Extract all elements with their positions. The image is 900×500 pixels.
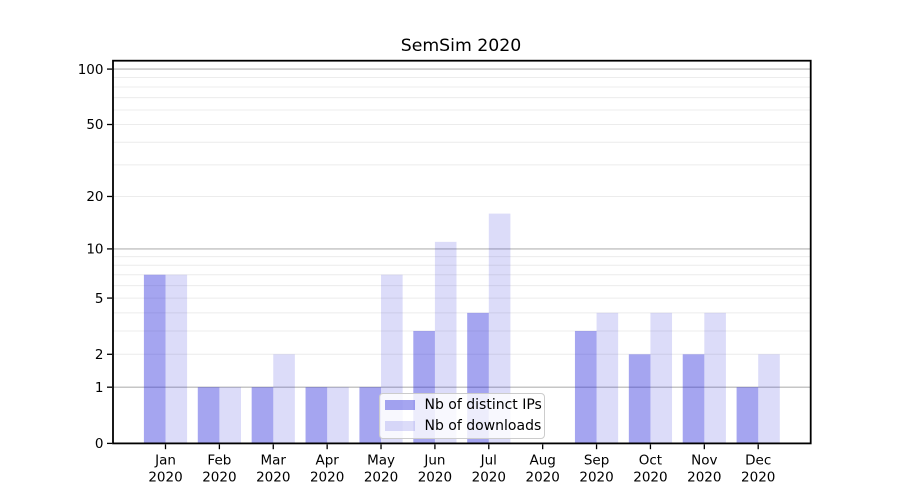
- bar-downloads-3: [327, 387, 349, 444]
- bar-downloads-8: [596, 312, 619, 444]
- bar-ips-2: [251, 387, 274, 444]
- x-tick-label: May 2020: [364, 452, 398, 485]
- x-tick-label: Sep 2020: [579, 452, 613, 485]
- x-tick-label: Apr 2020: [310, 452, 344, 485]
- bar-downloads-0: [165, 274, 188, 444]
- x-tick-label: Jul 2020: [472, 452, 506, 485]
- x-tick-label: Jan 2020: [148, 452, 182, 485]
- y-tick-label: 10: [86, 242, 103, 258]
- bar-ips-11: [736, 387, 759, 444]
- y-tick-label: 100: [78, 62, 104, 78]
- bar-ips-3: [305, 387, 328, 444]
- bar-downloads-1: [219, 387, 241, 444]
- plot-border: [112, 59, 812, 445]
- x-tick-label: Aug 2020: [525, 452, 559, 485]
- bar-ips-4: [359, 387, 382, 444]
- x-tick-label: Mar 2020: [256, 452, 290, 485]
- legend-label-distinct-ips: Nb of distinct IPs: [424, 397, 542, 413]
- x-tick-label: Feb 2020: [202, 452, 236, 485]
- y-tick-label: 20: [86, 189, 103, 205]
- bar-ips-10: [682, 354, 705, 444]
- y-tick-label: 2: [95, 347, 104, 363]
- legend-row: Nb of distinct IPs: [384, 397, 544, 413]
- bar-downloads-6: [488, 213, 511, 444]
- legend-row: Nb of downloads: [384, 418, 544, 434]
- bar-ips-8: [574, 330, 597, 444]
- y-tick-label: 1: [95, 380, 104, 396]
- y-tick-label: 5: [95, 291, 104, 307]
- y-tick-label: 50: [86, 117, 103, 133]
- legend: Nb of distinct IPs Nb of downloads: [378, 392, 545, 439]
- chart-title: SemSim 2020: [400, 36, 522, 56]
- bar-downloads-10: [704, 312, 726, 444]
- bar-ips-1: [197, 387, 220, 444]
- legend-swatch-downloads: [384, 420, 415, 432]
- x-tick-label: Oct 2020: [633, 452, 667, 485]
- legend-swatch-distinct-ips: [384, 399, 415, 411]
- bar-downloads-11: [758, 354, 780, 444]
- bar-downloads-2: [273, 354, 295, 444]
- x-tick-label: Dec 2020: [741, 452, 775, 485]
- bar-ips-0: [143, 274, 166, 444]
- x-tick-label: Nov 2020: [687, 452, 721, 485]
- x-tick-label: Jun 2020: [418, 452, 452, 485]
- y-tick-label: 0: [95, 436, 104, 452]
- bar-ips-9: [628, 354, 651, 444]
- bar-downloads-9: [650, 312, 673, 444]
- legend-label-downloads: Nb of downloads: [424, 418, 542, 434]
